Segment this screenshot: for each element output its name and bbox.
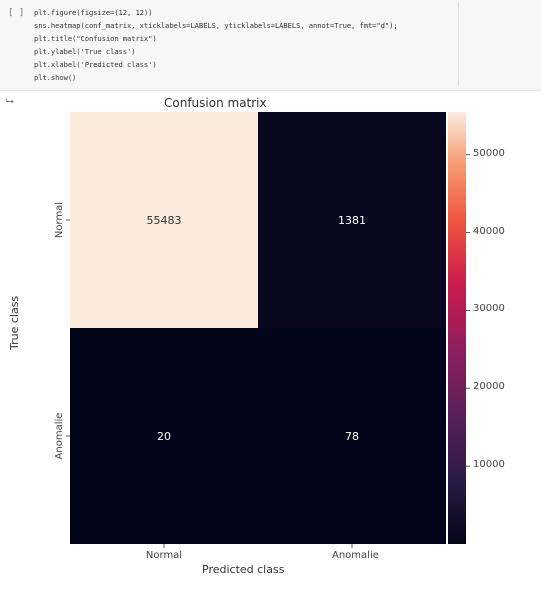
y-tick-label: Normal <box>54 202 65 238</box>
code-line-4: plt.ylabel('True class') <box>34 47 136 56</box>
code-editor[interactable]: plt.figure(figsize=(12, 12)) sns.heatmap… <box>24 2 459 86</box>
code-line-6: plt.show() <box>34 73 77 82</box>
x-tick-label: Normal <box>145 550 183 561</box>
heatmap-cell-normal-normal <box>70 112 258 328</box>
code-line-1: plt.figure(figsize=(12, 12)) <box>34 8 153 17</box>
heatmap-cell-normal-anomalie <box>258 112 446 328</box>
colorbar-tick-label: 50000 <box>473 147 505 159</box>
heatmap-cell-anomalie-normal <box>70 328 258 544</box>
code-line-3: plt.title("Confusion matrix") <box>34 34 157 43</box>
colorbar-tick-label: 20000 <box>473 381 505 393</box>
code-line-5: plt.xlabel('Predicted class') <box>34 60 157 69</box>
x-tick-label: Anomalie <box>332 550 379 561</box>
y-axis-label: True class <box>8 295 21 350</box>
cell-annotation: 78 <box>345 430 359 443</box>
output-arrow-icon: ⮡ <box>6 96 14 107</box>
cell-annotation: 20 <box>157 430 171 443</box>
colorbar-tick-label: 10000 <box>473 459 505 471</box>
y-tick-label: Anomalie <box>54 413 65 460</box>
colorbar <box>448 112 466 544</box>
chart-title: Confusion matrix <box>164 96 267 110</box>
colorbar-tick-label: 30000 <box>473 303 505 315</box>
cell-annotation: 55483 <box>147 214 182 227</box>
cell-annotation: 1381 <box>338 214 366 227</box>
x-axis-label: Predicted class <box>202 563 285 576</box>
heatmap-cell-anomalie-anomalie <box>258 328 446 544</box>
code-cell: [ ] plt.figure(figsize=(12, 12)) sns.hea… <box>0 0 541 91</box>
code-line-2: sns.heatmap(conf_matrix, xticklabels=LAB… <box>34 21 398 30</box>
colorbar-tick-label: 40000 <box>473 225 505 237</box>
cell-run-button[interactable]: [ ] <box>8 8 25 18</box>
